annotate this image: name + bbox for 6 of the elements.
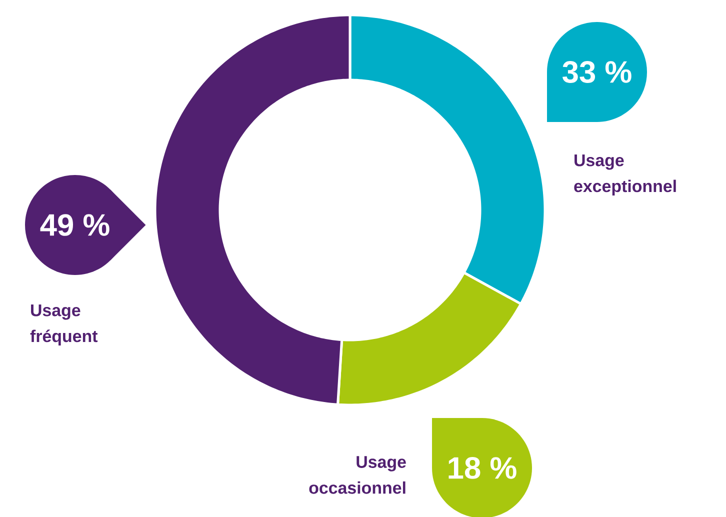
slice-label: Usage occasionnel <box>309 456 406 494</box>
data-label: 49 % <box>40 214 110 236</box>
data-label: 33 % <box>562 61 632 83</box>
slice-label: Usage exceptionnel <box>574 154 676 196</box>
slice-label: Usage fréquent <box>30 304 98 346</box>
data-label: 18 % <box>448 457 516 479</box>
